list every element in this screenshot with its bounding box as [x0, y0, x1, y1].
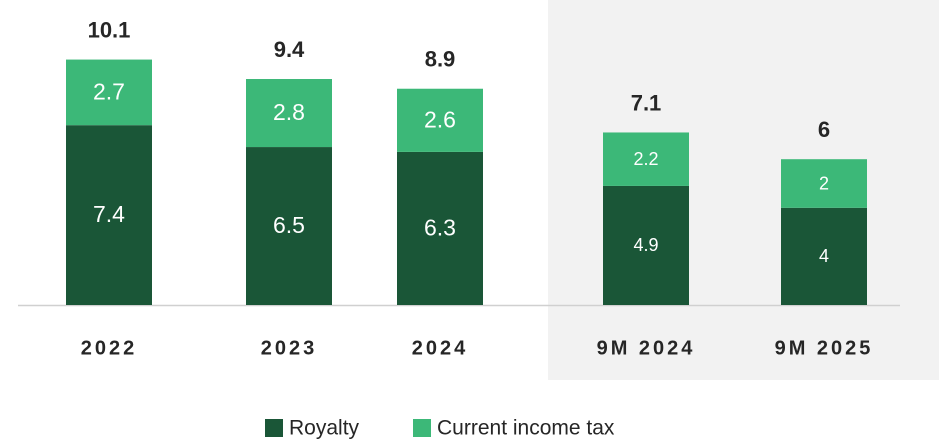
legend-label: Current income tax	[437, 417, 615, 440]
bar-segment	[397, 88, 483, 152]
x-tick-label: 9M 2024	[597, 337, 696, 359]
x-tick-label: 2023	[261, 337, 318, 359]
legend-swatch	[413, 419, 431, 437]
bar-segment	[781, 207, 867, 305]
x-tick-label: 2022	[81, 337, 138, 359]
bar-segment	[66, 125, 152, 306]
legend-swatch	[265, 419, 283, 437]
total-label: 7.1	[631, 90, 662, 115]
bar-segment	[603, 132, 689, 186]
total-label: 10.1	[88, 17, 131, 42]
bar-segment	[246, 147, 332, 305]
segment-label: 2.6	[424, 106, 456, 132]
bar-segment	[246, 79, 332, 148]
bar-segment	[781, 159, 867, 208]
segment-label: 6.5	[273, 212, 305, 238]
segment-label: 2.8	[273, 99, 305, 125]
segment-label: 2.2	[633, 149, 658, 169]
segment-label: 6.3	[424, 215, 456, 241]
bar-segment	[397, 151, 483, 305]
legend-label: Royalty	[289, 417, 360, 440]
bar-segment	[66, 59, 152, 126]
total-label: 9.4	[274, 37, 305, 62]
segment-label: 4	[819, 246, 829, 266]
segment-label: 2.7	[93, 78, 125, 104]
total-label: 6	[818, 117, 830, 142]
segment-label: 2	[819, 173, 829, 193]
x-tick-label: 2024	[412, 337, 469, 359]
bar-segment	[603, 185, 689, 305]
segment-label: 7.4	[93, 201, 125, 227]
total-label: 8.9	[425, 47, 456, 72]
x-tick-label: 9M 2025	[775, 337, 874, 359]
segment-label: 4.9	[633, 235, 658, 255]
